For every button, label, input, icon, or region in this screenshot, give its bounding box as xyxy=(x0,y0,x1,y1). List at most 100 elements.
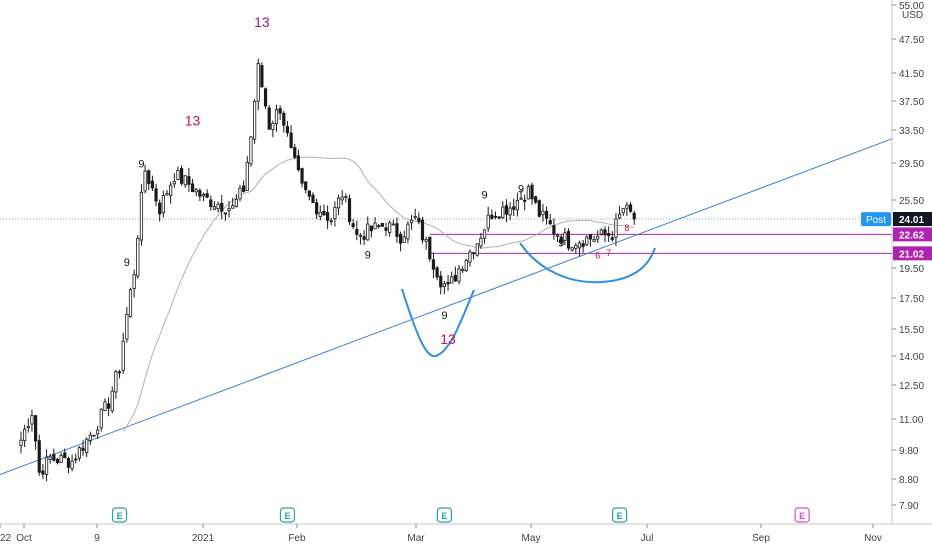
candle[interactable] xyxy=(607,226,611,242)
candle[interactable] xyxy=(336,194,341,216)
candle[interactable] xyxy=(194,188,198,197)
candle[interactable] xyxy=(508,202,512,221)
candle[interactable] xyxy=(574,242,578,254)
candle[interactable] xyxy=(44,449,49,482)
candle[interactable] xyxy=(96,425,100,439)
candle[interactable] xyxy=(315,198,319,220)
candle[interactable] xyxy=(128,287,133,318)
candle[interactable] xyxy=(559,234,563,247)
candle[interactable] xyxy=(541,203,545,222)
candle[interactable] xyxy=(563,227,567,246)
candle[interactable] xyxy=(340,190,344,206)
candle[interactable] xyxy=(398,231,403,252)
candle[interactable] xyxy=(227,201,231,218)
candle[interactable] xyxy=(201,192,206,202)
candle[interactable] xyxy=(37,434,41,476)
candle[interactable] xyxy=(355,220,359,241)
candle[interactable] xyxy=(523,194,527,211)
candle[interactable] xyxy=(77,446,81,462)
drawn-curve-right[interactable] xyxy=(519,242,656,284)
candle[interactable] xyxy=(216,201,220,213)
candle[interactable] xyxy=(625,202,629,217)
candle[interactable] xyxy=(322,204,326,216)
candle[interactable] xyxy=(289,125,293,149)
candle[interactable] xyxy=(150,175,154,192)
candle[interactable] xyxy=(530,182,534,205)
candle[interactable] xyxy=(431,252,436,279)
candle[interactable] xyxy=(358,233,363,245)
candle[interactable] xyxy=(263,87,268,109)
candle[interactable] xyxy=(577,240,582,257)
candle[interactable] xyxy=(588,233,593,247)
candle[interactable] xyxy=(23,424,27,448)
candle[interactable] xyxy=(618,205,622,220)
candle[interactable] xyxy=(19,431,23,454)
candle[interactable] xyxy=(66,456,71,474)
candle[interactable] xyxy=(453,266,457,282)
candle[interactable] xyxy=(52,448,56,462)
candle[interactable] xyxy=(285,121,290,137)
candle[interactable] xyxy=(274,104,279,132)
candle[interactable] xyxy=(409,214,414,230)
candle[interactable] xyxy=(92,434,96,437)
candle[interactable] xyxy=(143,164,147,194)
candle[interactable] xyxy=(318,205,322,221)
candle[interactable] xyxy=(220,194,224,220)
candle[interactable] xyxy=(136,235,140,279)
candle[interactable] xyxy=(209,195,213,211)
candle[interactable] xyxy=(103,398,107,411)
earnings-marker[interactable]: E xyxy=(611,507,628,523)
candle[interactable] xyxy=(373,217,377,230)
candle[interactable] xyxy=(282,111,286,133)
candle[interactable] xyxy=(125,307,129,343)
candle[interactable] xyxy=(249,135,253,167)
candle[interactable] xyxy=(307,190,311,201)
candle[interactable] xyxy=(501,201,505,220)
candle[interactable] xyxy=(599,228,603,236)
candle[interactable] xyxy=(461,266,465,273)
candle[interactable] xyxy=(552,218,556,240)
candle[interactable] xyxy=(81,440,85,456)
candle[interactable] xyxy=(278,105,282,120)
drawn-curve-left[interactable] xyxy=(401,288,475,358)
candle[interactable] xyxy=(59,452,63,463)
trendline[interactable] xyxy=(0,138,893,476)
candle[interactable] xyxy=(526,184,530,200)
candle[interactable] xyxy=(245,156,249,191)
candle[interactable] xyxy=(34,414,38,450)
candle[interactable] xyxy=(369,225,374,238)
candle[interactable] xyxy=(154,183,158,207)
candle[interactable] xyxy=(234,194,238,208)
candle[interactable] xyxy=(632,210,636,225)
candle[interactable] xyxy=(475,243,479,257)
candle[interactable] xyxy=(490,209,494,220)
candle[interactable] xyxy=(70,454,74,472)
candle[interactable] xyxy=(85,437,89,458)
candle[interactable] xyxy=(347,194,352,225)
candle[interactable] xyxy=(179,165,184,186)
candle[interactable] xyxy=(504,199,509,223)
candle[interactable] xyxy=(311,192,315,204)
candle[interactable] xyxy=(402,230,406,243)
candle[interactable] xyxy=(114,369,118,399)
candle[interactable] xyxy=(377,223,381,229)
earnings-marker[interactable]: E xyxy=(279,507,296,523)
candle[interactable] xyxy=(424,236,428,250)
candle[interactable] xyxy=(231,197,235,209)
candle[interactable] xyxy=(581,239,585,253)
candle[interactable] xyxy=(413,208,417,220)
candle[interactable] xyxy=(107,397,111,417)
candle[interactable] xyxy=(267,105,271,131)
candle[interactable] xyxy=(256,58,260,110)
candle[interactable] xyxy=(169,181,173,204)
candle[interactable] xyxy=(329,218,333,226)
candle[interactable] xyxy=(132,269,136,298)
candle[interactable] xyxy=(187,167,191,192)
candle[interactable] xyxy=(41,463,45,479)
candle[interactable] xyxy=(293,143,297,160)
candle[interactable] xyxy=(384,222,388,236)
candle[interactable] xyxy=(621,208,625,216)
candle[interactable] xyxy=(238,184,242,202)
